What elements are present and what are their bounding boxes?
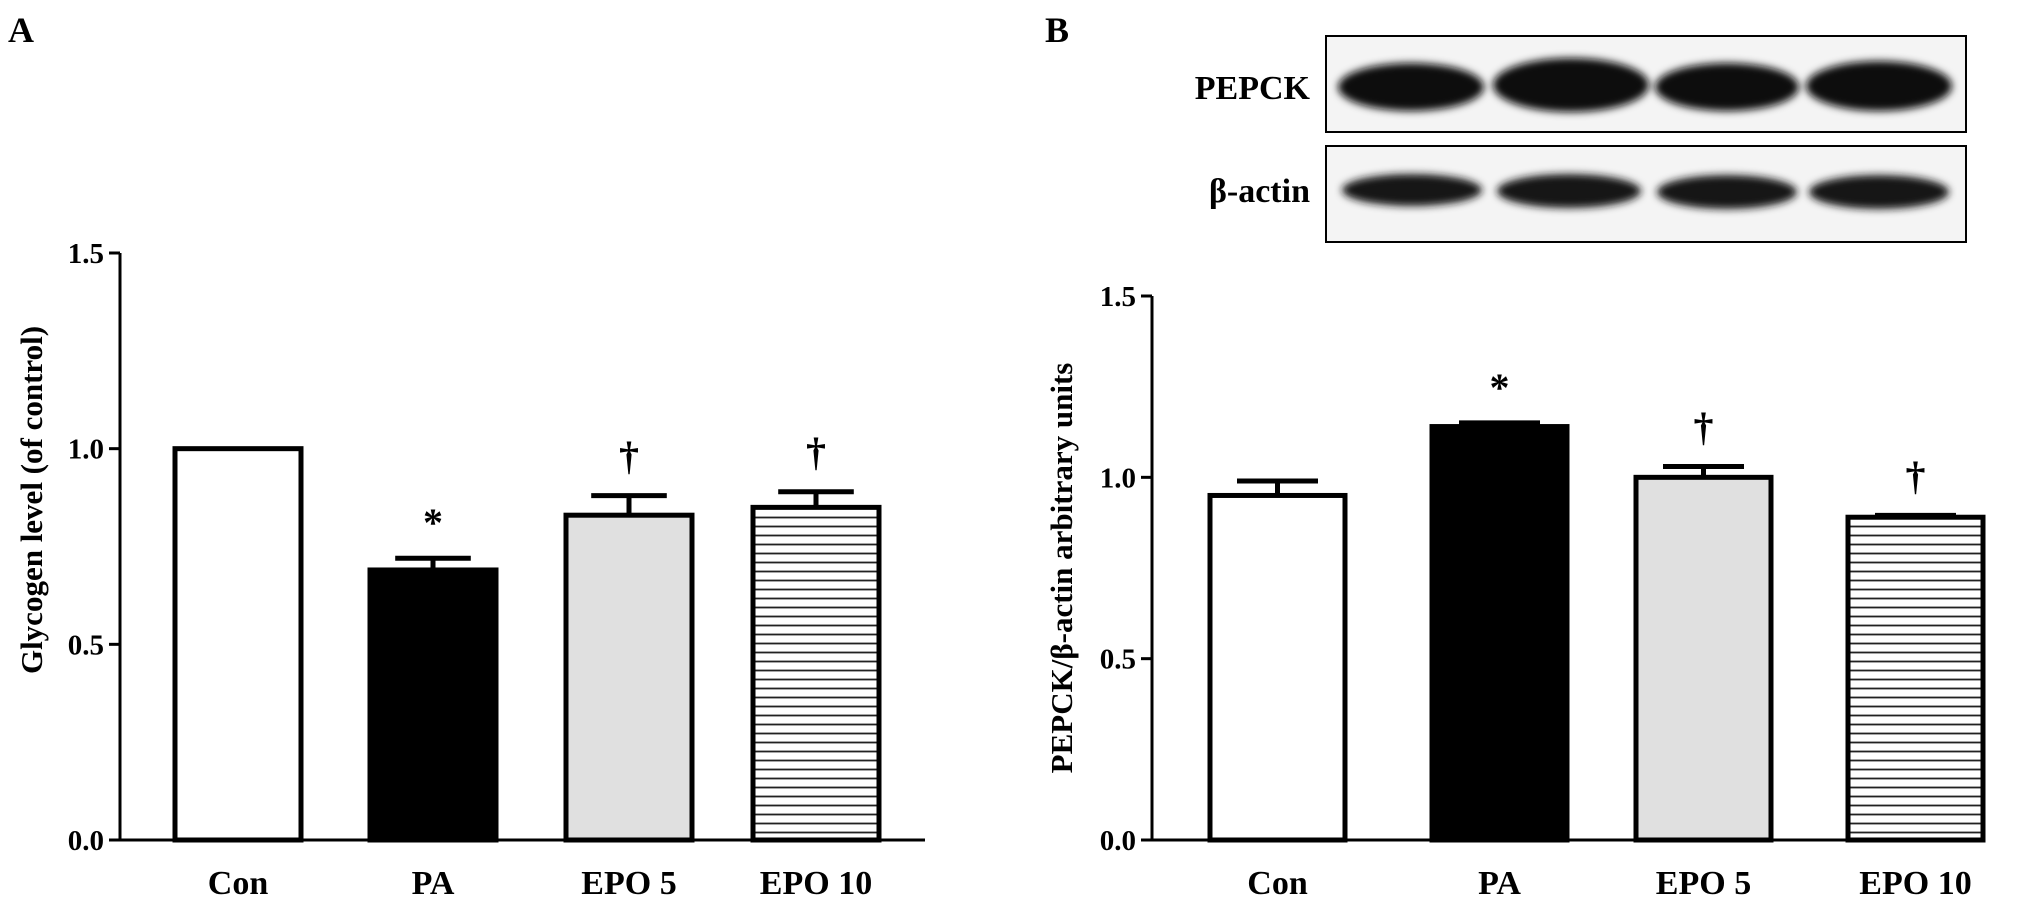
- bar: [750, 504, 882, 843]
- y-tick-label: 1.0: [68, 434, 104, 466]
- x-tick-label: PA: [1478, 865, 1521, 902]
- y-tick-label: 1.0: [1100, 462, 1136, 494]
- significance-marker: *: [1490, 365, 1510, 410]
- significance-marker: †: [806, 430, 826, 475]
- significance-marker: *: [423, 500, 443, 545]
- panel-a-letter: A: [8, 10, 34, 50]
- y-tick-label: 0.0: [1100, 825, 1136, 857]
- western-blot: PEPCK β-actin: [1195, 35, 1967, 243]
- x-tick-label: EPO 5: [581, 865, 676, 902]
- blot-label-beta-actin: β-actin: [1209, 173, 1310, 210]
- y-tick-label: 0.0: [68, 825, 104, 857]
- x-tick-label: Con: [1247, 865, 1308, 902]
- x-tick-label: EPO 5: [1656, 865, 1751, 902]
- bar: [1429, 424, 1570, 843]
- x-tick-label: EPO 10: [760, 865, 872, 902]
- significance-marker: †: [1906, 453, 1926, 498]
- bar: [172, 446, 304, 843]
- panel-b-y-axis-label: PEPCK/β-actin arbitrary units: [1044, 363, 1079, 774]
- bar: [1633, 474, 1774, 843]
- bar: [563, 512, 695, 843]
- y-tick-label: 1.5: [68, 238, 104, 270]
- panel-b-chart: B PEPCK/β-actin arbitrary units PEPCK β-…: [1044, 10, 1986, 902]
- bar: [367, 567, 499, 843]
- panel-a-y-axis-label: Glycogen level (of control): [14, 326, 49, 674]
- pepck-bands: [1338, 58, 1952, 112]
- panel-b-letter: B: [1045, 10, 1069, 50]
- bar: [1845, 514, 1986, 843]
- y-tick-label: 0.5: [1100, 644, 1136, 676]
- beta-actin-bands: [1342, 174, 1949, 209]
- y-tick-label: 1.5: [1100, 281, 1136, 313]
- blot-label-pepck: PEPCK: [1195, 70, 1311, 107]
- x-tick-label: EPO 10: [1859, 865, 1971, 902]
- panel-a-chart: A Glycogen level (of control) 0.0 0.5 1.0 1…: [8, 10, 925, 902]
- bar: [1207, 492, 1348, 843]
- significance-marker: †: [1694, 404, 1714, 449]
- x-tick-label: Con: [208, 865, 269, 902]
- significance-marker: †: [619, 434, 639, 479]
- y-tick-label: 0.5: [68, 629, 104, 661]
- x-tick-label: PA: [412, 865, 455, 902]
